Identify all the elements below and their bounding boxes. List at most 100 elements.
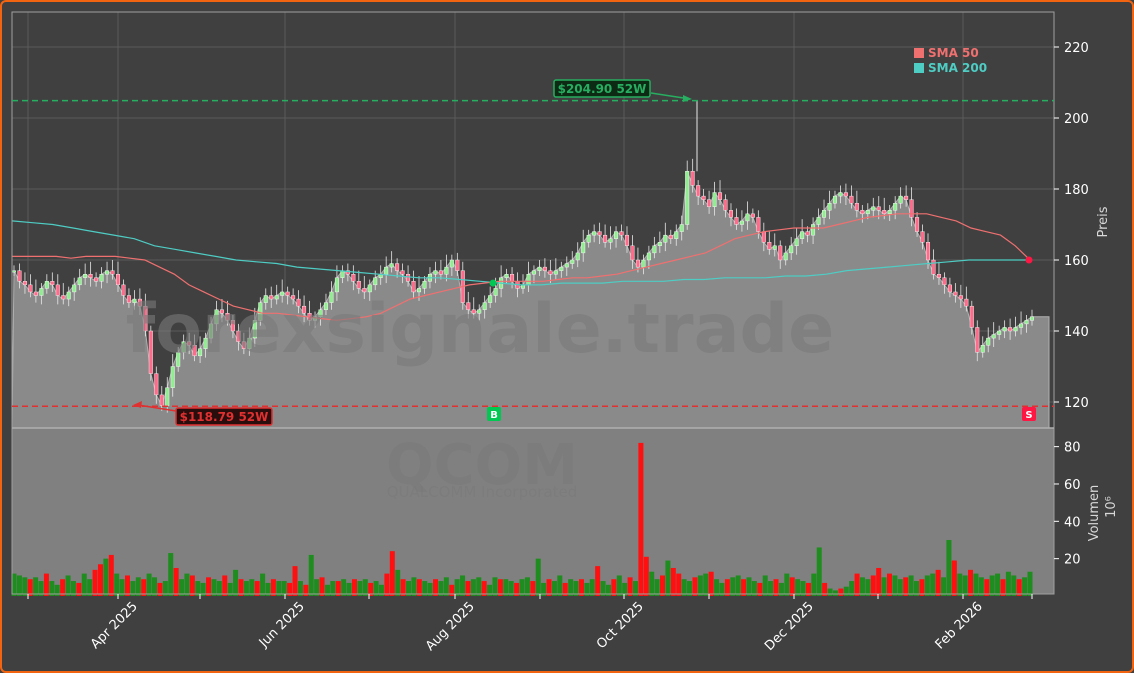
volume-bar xyxy=(562,582,568,596)
candle-body xyxy=(986,337,991,346)
candle-body xyxy=(236,330,241,342)
candle-body xyxy=(975,327,980,353)
legend-label-sma50: SMA 50 xyxy=(928,46,979,60)
price-tick-label: 140 xyxy=(1064,325,1089,340)
volume-bar xyxy=(433,579,439,596)
volume-bar xyxy=(827,588,833,596)
volume-bar xyxy=(460,575,466,596)
candle-body xyxy=(493,288,498,296)
volume-bar xyxy=(54,584,60,596)
candle-body xyxy=(822,210,827,218)
volume-bar xyxy=(1027,571,1033,596)
volume-bar xyxy=(903,577,909,596)
candle-body xyxy=(110,270,115,275)
volume-bar xyxy=(179,579,185,596)
legend-label-sma200: SMA 200 xyxy=(928,61,988,75)
candle-body xyxy=(860,210,865,215)
volume-bar xyxy=(741,579,747,596)
x-tick-label: Oct 2025 xyxy=(594,599,647,652)
candle-body xyxy=(800,231,805,239)
candle-body xyxy=(723,199,728,211)
candle-body xyxy=(991,334,996,339)
candle-body xyxy=(389,263,394,268)
candle-body xyxy=(575,252,580,261)
volume-bar xyxy=(330,581,336,596)
volume-bar xyxy=(514,582,520,596)
low-52w-label-box xyxy=(175,407,273,426)
candle-body xyxy=(252,320,257,339)
price-axis-label: Preis xyxy=(1096,206,1111,237)
candle-body xyxy=(597,231,602,236)
candle-body xyxy=(537,266,542,271)
candle-body xyxy=(77,277,82,286)
volume-pane-bg xyxy=(12,428,1054,594)
sma200-swatch-icon xyxy=(914,63,924,73)
volume-bar xyxy=(22,577,28,596)
candle-body xyxy=(898,195,903,204)
volume-bar xyxy=(287,582,293,596)
candle-body xyxy=(904,195,909,200)
candle-body xyxy=(931,259,936,275)
volume-tick-label: 60 xyxy=(1064,478,1081,493)
candle-body xyxy=(471,309,476,314)
volume-bar xyxy=(33,577,39,596)
volume-bar xyxy=(465,581,471,596)
volume-bar xyxy=(443,577,449,596)
sell-signal-dot xyxy=(1025,256,1033,264)
candle-body xyxy=(619,231,624,236)
candle-body xyxy=(351,274,356,282)
volume-bar xyxy=(254,581,260,596)
volume-bar xyxy=(162,581,168,596)
candle-body xyxy=(674,231,679,239)
volume-bar xyxy=(378,584,384,596)
high-52w-label-text: $204.90 52W xyxy=(558,82,647,96)
volume-bar xyxy=(654,579,660,596)
candle-body xyxy=(165,387,170,406)
volume-bar xyxy=(989,575,995,596)
volume-tick-label: 40 xyxy=(1064,515,1081,530)
volume-bar xyxy=(751,581,757,596)
candle-body xyxy=(707,199,712,207)
volume-bar xyxy=(270,579,276,596)
candle-body xyxy=(170,366,175,388)
candle-body xyxy=(586,234,591,243)
candle-body xyxy=(1002,327,1007,332)
volume-bar xyxy=(584,582,590,596)
volume-bar xyxy=(778,582,784,596)
volume-bar xyxy=(135,577,141,596)
sell-marker xyxy=(1022,407,1036,421)
volume-bar xyxy=(546,579,552,596)
buy-signal-dot xyxy=(489,279,497,287)
candle-body xyxy=(1024,320,1029,325)
volume-bar xyxy=(265,582,271,596)
buy-marker xyxy=(487,407,501,421)
candle-body xyxy=(531,270,536,275)
volume-bar xyxy=(281,581,287,596)
watermark-text: forexsignale.trade xyxy=(126,290,835,369)
candle-body xyxy=(728,210,733,218)
candle-body xyxy=(28,284,33,293)
candle-body xyxy=(318,309,323,318)
volume-bar xyxy=(1005,571,1011,596)
candle-body xyxy=(488,295,493,303)
volume-bar xyxy=(524,577,530,596)
candle-body xyxy=(302,305,307,314)
volume-bar xyxy=(422,581,428,596)
candle-body xyxy=(323,302,328,310)
candle-body xyxy=(816,217,821,225)
legend-item-sma200: SMA 200 xyxy=(914,61,987,76)
high-52w-label: $204.90 52W xyxy=(553,79,692,102)
candle-body xyxy=(422,281,427,289)
candle-body xyxy=(176,352,181,367)
volume-bar xyxy=(373,581,379,596)
volume-axis-label: Volumen xyxy=(1087,485,1102,542)
candle-body xyxy=(635,259,640,268)
candle-body xyxy=(997,330,1002,335)
volume-bar xyxy=(930,573,936,596)
volume-bar xyxy=(406,581,412,596)
price-tick-label: 120 xyxy=(1064,396,1089,411)
candle-body xyxy=(614,231,619,239)
volume-bar xyxy=(411,577,417,596)
candle-body xyxy=(345,270,350,275)
volume-bar xyxy=(957,573,963,596)
